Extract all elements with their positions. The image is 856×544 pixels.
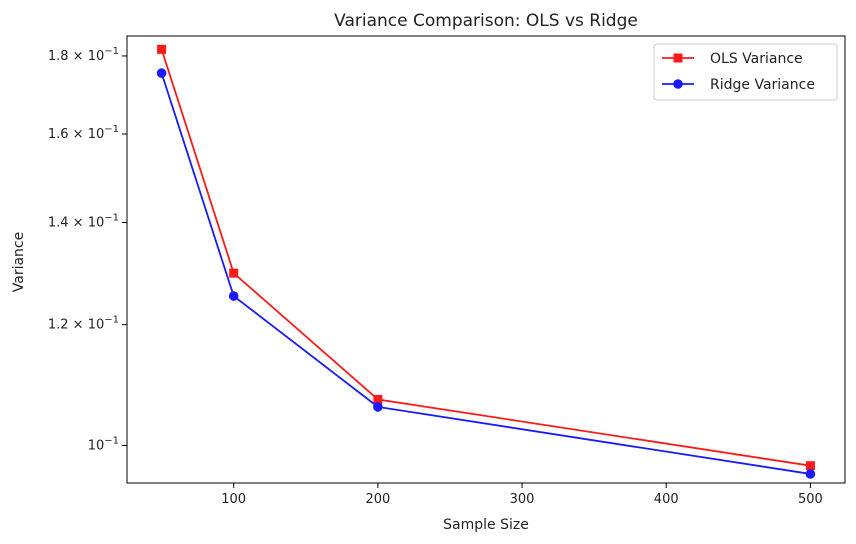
- legend-label: Ridge Variance: [710, 77, 815, 93]
- y-tick-label: 1.4 × 10−1: [48, 213, 119, 231]
- y-tick-label: 10−1: [88, 436, 119, 454]
- legend-marker-square: [673, 53, 683, 63]
- data-point-circle: [228, 291, 239, 301]
- chart-title: Variance Comparison: OLS vs Ridge: [334, 11, 638, 31]
- x-tick-label: 500: [798, 492, 823, 507]
- axis-ticks: 100 200 300 400 500 1.8 × 10−1 1.6 × 10−1 1.4 ×…: [48, 46, 823, 507]
- x-tick-label: 400: [654, 492, 679, 507]
- x-tick-label: 100: [221, 492, 246, 507]
- data-point-square: [805, 461, 815, 471]
- x-tick-label: 200: [365, 492, 390, 507]
- y-tick-label: 1.2 × 10−1: [48, 315, 119, 333]
- data-point-circle: [373, 402, 383, 412]
- data-point-circle: [805, 469, 816, 479]
- series-ridge: [156, 68, 816, 479]
- data-point-square: [373, 394, 383, 404]
- series-line: [160, 72, 811, 475]
- data-point-square: [229, 268, 239, 278]
- y-tick-label: 1.8 × 10−1: [48, 46, 119, 64]
- x-axis-label: Sample Size: [443, 517, 529, 533]
- series-ols: [157, 44, 815, 471]
- plot-area-frame: [126, 35, 846, 484]
- data-point-circle: [156, 68, 167, 78]
- legend-marker-circle: [673, 79, 683, 89]
- x-tick-label: 300: [510, 492, 535, 507]
- plot-series: [156, 44, 816, 479]
- y-axis-label: Variance: [11, 232, 27, 292]
- legend-box: [653, 43, 838, 101]
- series-line: [160, 49, 811, 467]
- data-point-square: [157, 44, 167, 54]
- chart-legend: OLS Variance Ridge Variance: [653, 43, 838, 101]
- y-tick-label: 1.6 × 10−1: [48, 124, 119, 142]
- legend-label: OLS Variance: [710, 51, 803, 67]
